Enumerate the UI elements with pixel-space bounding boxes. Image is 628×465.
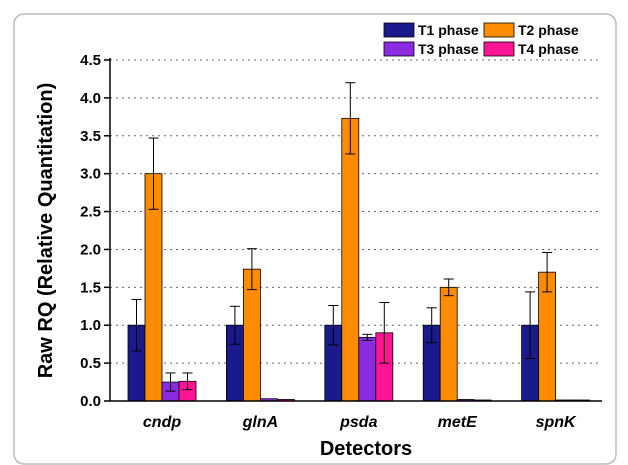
legend-swatch bbox=[383, 22, 415, 38]
axes bbox=[109, 58, 602, 402]
y-axis-title: Raw RQ (Relative Quantitation) bbox=[35, 83, 57, 379]
y-tick-label: 2.5 bbox=[80, 204, 101, 221]
legend-label: T3 phase bbox=[418, 41, 479, 57]
legend: T1 phase T2 phase T3 phase T4 phase bbox=[383, 22, 579, 57]
y-tick-label: 3.5 bbox=[80, 128, 101, 145]
y-tick-label: 1.0 bbox=[80, 317, 101, 334]
bar-t2-phase bbox=[341, 117, 360, 402]
x-category-label: cndp bbox=[143, 414, 181, 431]
bars bbox=[127, 82, 590, 402]
y-tick-label: 2.0 bbox=[80, 241, 101, 258]
x-category-label: metE bbox=[438, 414, 478, 431]
legend-label: T4 phase bbox=[518, 41, 579, 57]
legend-label: T1 phase bbox=[418, 22, 479, 38]
y-tick-label: 0.5 bbox=[80, 355, 101, 372]
y-ticks: 0.0 0.5 1.0 1.5 2.0 2.5 3.0 3.5 4.0 4.5 bbox=[80, 52, 110, 410]
y-tick-label: 4.0 bbox=[80, 90, 101, 107]
bar-t3-phase bbox=[358, 336, 377, 402]
x-categories: cndp glnA psda metE spnK bbox=[143, 414, 577, 431]
legend-swatch bbox=[383, 41, 415, 57]
y-tick-label: 1.5 bbox=[80, 279, 101, 296]
legend-swatch bbox=[483, 41, 515, 57]
y-tick-label: 4.5 bbox=[80, 52, 101, 69]
chart-frame bbox=[13, 13, 617, 465]
legend-swatch bbox=[483, 22, 515, 38]
bar-t2-phase bbox=[439, 286, 458, 402]
x-category-label: glnA bbox=[242, 414, 279, 431]
legend-label: T2 phase bbox=[518, 22, 579, 38]
x-axis-title: Detectors bbox=[320, 438, 412, 460]
y-tick-label: 3.0 bbox=[80, 166, 101, 183]
y-tick-label: 0.0 bbox=[80, 393, 101, 410]
x-category-label: spnK bbox=[536, 414, 577, 431]
x-category-label: psda bbox=[339, 414, 377, 431]
